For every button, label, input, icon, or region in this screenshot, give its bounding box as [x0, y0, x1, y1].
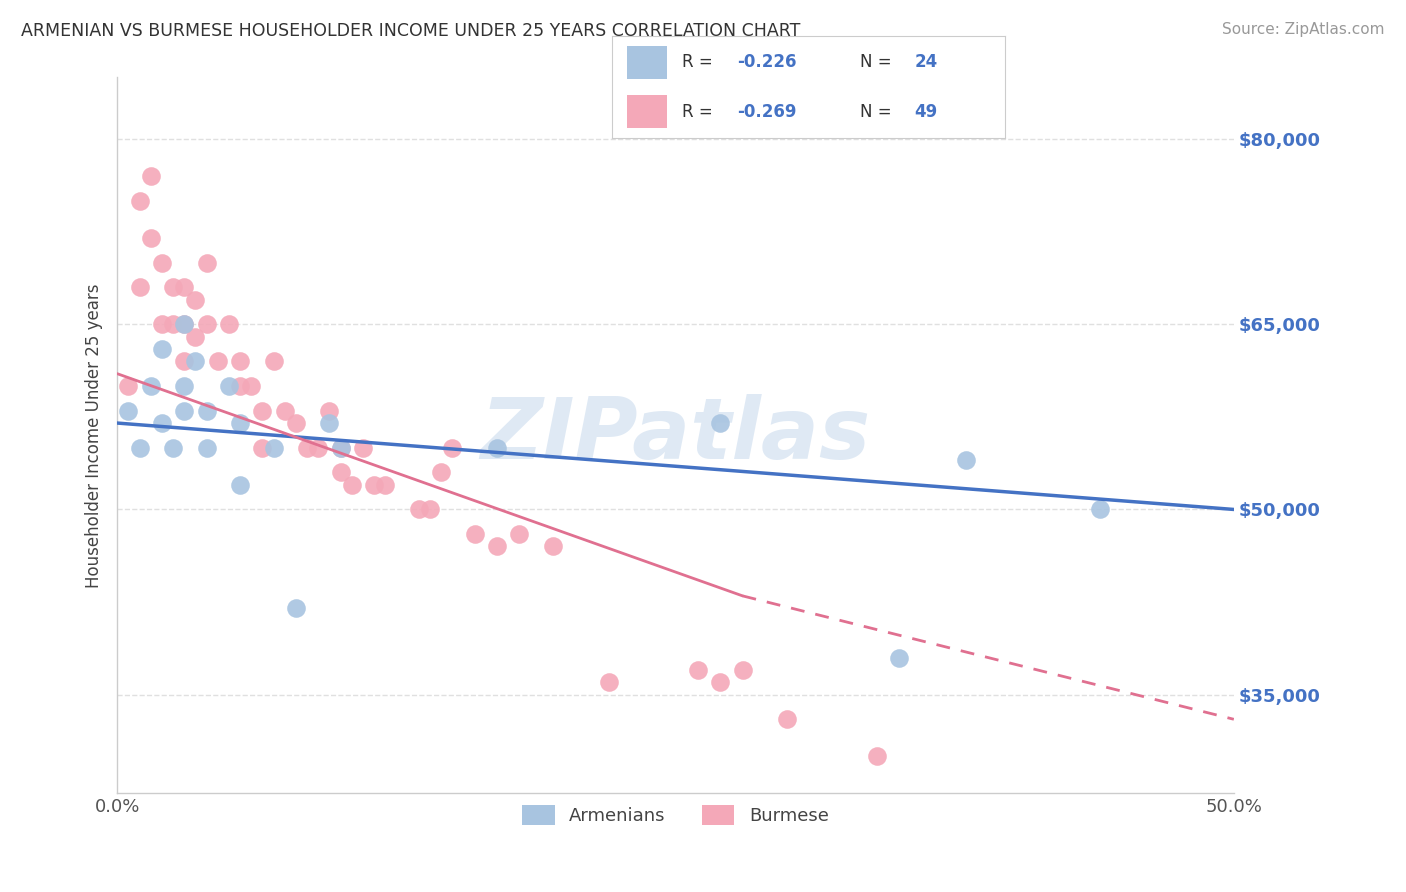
Point [229, 379, 252, 393]
Point [128, 280, 150, 294]
Text: -0.226: -0.226 [738, 54, 797, 71]
Point [162, 318, 184, 332]
Point [463, 527, 485, 541]
Point [252, 403, 274, 417]
Point [340, 477, 363, 491]
Point [150, 416, 173, 430]
Point [374, 477, 396, 491]
Point [195, 403, 218, 417]
Point [263, 441, 285, 455]
FancyBboxPatch shape [627, 95, 666, 128]
Point [709, 416, 731, 430]
Point [441, 441, 464, 455]
Point [709, 675, 731, 690]
Point [139, 379, 162, 393]
Point [162, 280, 184, 294]
Text: Source: ZipAtlas.com: Source: ZipAtlas.com [1222, 22, 1385, 37]
Text: N =: N = [859, 54, 897, 71]
Point [150, 342, 173, 356]
FancyBboxPatch shape [627, 46, 666, 78]
Point [195, 318, 218, 332]
Y-axis label: Householder Income Under 25 years: Householder Income Under 25 years [86, 283, 103, 588]
Text: N =: N = [859, 103, 897, 120]
Point [318, 416, 340, 430]
Point [240, 379, 263, 393]
Point [117, 379, 139, 393]
Point [329, 441, 352, 455]
Point [776, 712, 799, 726]
Point [229, 354, 252, 368]
Point [195, 255, 218, 269]
Point [508, 527, 530, 541]
Point [150, 318, 173, 332]
Point [731, 663, 754, 677]
Point [139, 169, 162, 184]
Point [173, 318, 195, 332]
Point [284, 416, 307, 430]
Point [173, 379, 195, 393]
Point [229, 477, 252, 491]
Point [252, 441, 274, 455]
Text: 24: 24 [915, 54, 938, 71]
Point [184, 329, 207, 343]
Point [430, 466, 453, 480]
Point [139, 231, 162, 245]
Point [150, 255, 173, 269]
Point [307, 441, 329, 455]
Point [273, 403, 295, 417]
Point [352, 441, 374, 455]
Point [128, 441, 150, 455]
Point [284, 601, 307, 615]
Text: ZIPatlas: ZIPatlas [481, 394, 870, 477]
Point [229, 416, 252, 430]
Point [263, 354, 285, 368]
Text: R =: R = [682, 103, 718, 120]
Point [541, 540, 564, 554]
Point [1088, 502, 1111, 516]
Point [955, 453, 977, 467]
Point [173, 354, 195, 368]
Point [329, 466, 352, 480]
Point [128, 194, 150, 208]
Point [686, 663, 709, 677]
Point [117, 403, 139, 417]
Point [363, 477, 385, 491]
Point [162, 441, 184, 455]
Point [865, 749, 887, 764]
Text: R =: R = [682, 54, 718, 71]
Point [184, 354, 207, 368]
Point [485, 540, 508, 554]
Point [218, 379, 240, 393]
Text: 49: 49 [915, 103, 938, 120]
Point [184, 293, 207, 307]
Point [173, 318, 195, 332]
Text: -0.269: -0.269 [738, 103, 797, 120]
Text: ARMENIAN VS BURMESE HOUSEHOLDER INCOME UNDER 25 YEARS CORRELATION CHART: ARMENIAN VS BURMESE HOUSEHOLDER INCOME U… [21, 22, 800, 40]
Point [295, 441, 318, 455]
Point [173, 280, 195, 294]
Point [408, 502, 430, 516]
Point [329, 441, 352, 455]
Point [173, 403, 195, 417]
Point [887, 650, 910, 665]
Point [207, 354, 229, 368]
Point [318, 403, 340, 417]
Legend: Armenians, Burmese: Armenians, Burmese [513, 796, 838, 834]
Point [195, 441, 218, 455]
Point [419, 502, 441, 516]
Point [485, 441, 508, 455]
Point [598, 675, 620, 690]
Point [218, 318, 240, 332]
